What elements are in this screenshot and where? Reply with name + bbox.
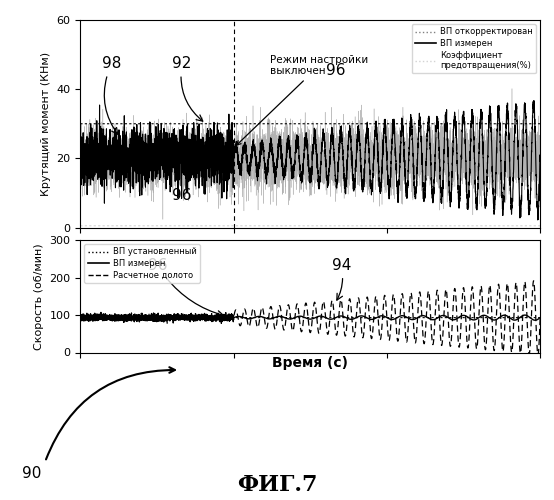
Text: 98: 98 bbox=[102, 56, 121, 134]
Text: 90: 90 bbox=[22, 466, 42, 481]
Text: Время (с): Время (с) bbox=[272, 356, 348, 370]
Text: 96: 96 bbox=[326, 64, 345, 78]
Text: ФИГ.7: ФИГ.7 bbox=[237, 474, 317, 496]
Text: 96: 96 bbox=[172, 188, 192, 203]
Y-axis label: Скорость (об/мин): Скорость (об/мин) bbox=[34, 243, 44, 350]
Legend: ВП откорректирован, ВП измерен, Коэффициент
предотвращения(%): ВП откорректирован, ВП измерен, Коэффици… bbox=[412, 24, 536, 73]
Text: 96: 96 bbox=[148, 258, 223, 316]
Legend: ВП установленный, ВП измерен, Расчетное долото: ВП установленный, ВП измерен, Расчетное … bbox=[85, 244, 200, 283]
Text: 92: 92 bbox=[172, 56, 203, 121]
Text: 94: 94 bbox=[332, 258, 351, 300]
Y-axis label: Крутящий момент (КНм): Крутящий момент (КНм) bbox=[41, 52, 51, 196]
Text: Режим настройки
выключен: Режим настройки выключен bbox=[237, 54, 368, 145]
